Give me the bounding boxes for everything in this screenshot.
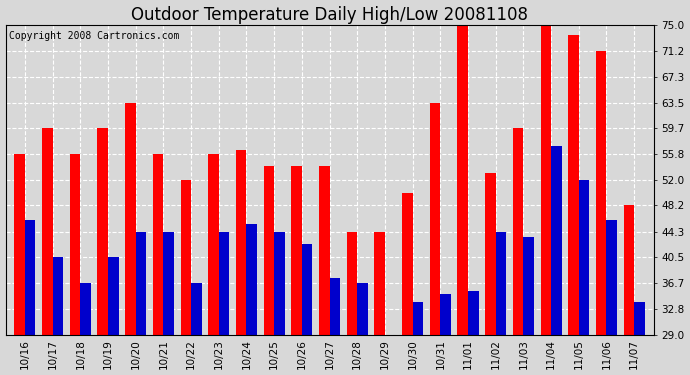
Bar: [413, 302, 423, 335]
Bar: [97, 128, 108, 335]
Bar: [25, 220, 35, 335]
Bar: [274, 232, 285, 335]
Bar: [457, 25, 468, 335]
Bar: [440, 294, 451, 335]
Bar: [153, 154, 164, 335]
Bar: [579, 180, 589, 335]
Bar: [291, 166, 302, 335]
Bar: [607, 220, 617, 335]
Bar: [14, 154, 25, 335]
Bar: [513, 128, 524, 335]
Bar: [495, 232, 506, 335]
Bar: [624, 206, 634, 335]
Bar: [302, 244, 313, 335]
Bar: [375, 232, 385, 335]
Bar: [219, 232, 229, 335]
Bar: [42, 128, 52, 335]
Title: Outdoor Temperature Daily High/Low 20081108: Outdoor Temperature Daily High/Low 20081…: [131, 6, 528, 24]
Bar: [551, 146, 562, 335]
Bar: [246, 224, 257, 335]
Bar: [70, 154, 80, 335]
Text: Copyright 2008 Cartronics.com: Copyright 2008 Cartronics.com: [9, 31, 179, 41]
Bar: [125, 102, 136, 335]
Bar: [468, 291, 479, 335]
Bar: [236, 150, 246, 335]
Bar: [80, 283, 91, 335]
Bar: [357, 283, 368, 335]
Bar: [164, 232, 174, 335]
Bar: [208, 154, 219, 335]
Bar: [540, 25, 551, 335]
Bar: [524, 237, 534, 335]
Bar: [330, 278, 340, 335]
Bar: [634, 302, 644, 335]
Bar: [108, 257, 119, 335]
Bar: [264, 166, 274, 335]
Bar: [191, 283, 201, 335]
Bar: [569, 35, 579, 335]
Bar: [136, 232, 146, 335]
Bar: [596, 51, 607, 335]
Bar: [402, 194, 413, 335]
Bar: [181, 180, 191, 335]
Bar: [485, 173, 495, 335]
Bar: [52, 257, 63, 335]
Bar: [319, 166, 330, 335]
Bar: [346, 232, 357, 335]
Bar: [430, 102, 440, 335]
